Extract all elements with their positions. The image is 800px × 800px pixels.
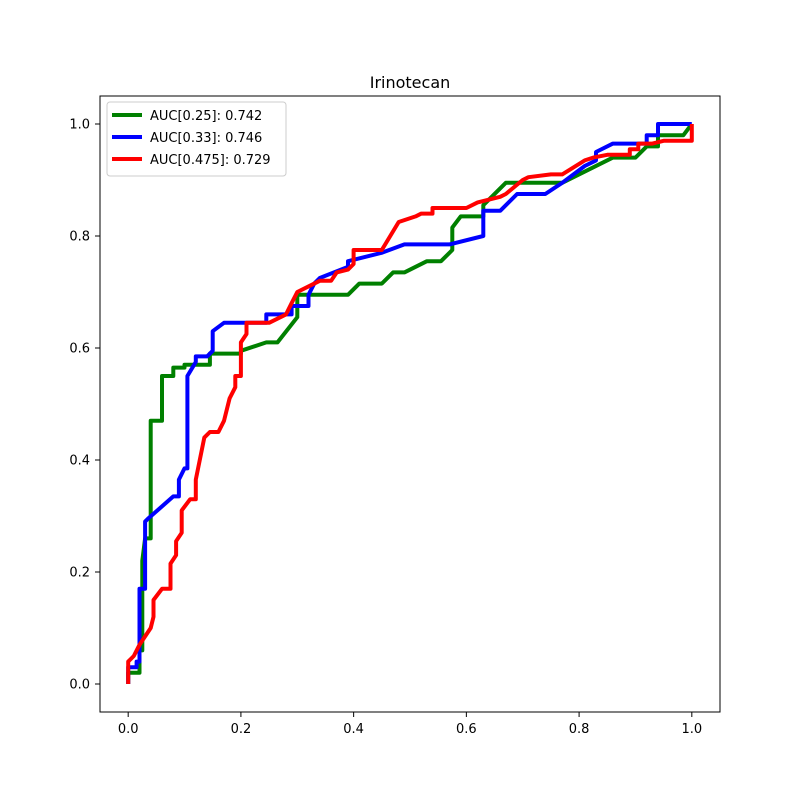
legend-box <box>106 101 287 177</box>
x-tick-label: 0.4 <box>343 722 364 737</box>
y-tick-label: 0.6 <box>69 342 90 357</box>
y-axis: 0.0 0.2 0.4 0.6 0.8 1.0 <box>69 118 100 693</box>
series-line-3 <box>126 124 694 684</box>
legend-label-1: AUC[0.25]: 0.742 <box>150 109 262 124</box>
legend-label-2: AUC[0.33]: 0.746 <box>150 131 262 146</box>
x-axis: 0.0 0.2 0.4 0.6 0.8 1.0 <box>118 712 702 737</box>
y-tick-label: 1.0 <box>69 118 90 133</box>
y-tick-label: 0.2 <box>69 566 90 581</box>
series-layer <box>126 122 694 684</box>
x-tick-label: 0.0 <box>118 722 139 737</box>
legend: AUC[0.25]: 0.742 AUC[0.33]: 0.746 AUC[0.47… <box>106 101 287 177</box>
x-tick-label: 0.8 <box>569 722 590 737</box>
legend-label-3: AUC[0.475]: 0.729 <box>150 153 271 168</box>
x-tick-label: 0.6 <box>456 722 477 737</box>
y-tick-label: 0.8 <box>69 230 90 245</box>
x-tick-label: 0.2 <box>231 722 252 737</box>
y-tick-label: 0.4 <box>69 454 90 469</box>
chart-title: Irinotecan <box>370 73 451 92</box>
x-tick-label: 1.0 <box>681 722 702 737</box>
series-line-2 <box>126 122 692 684</box>
y-tick-label: 0.0 <box>69 678 90 693</box>
plot-frame <box>99 95 721 713</box>
